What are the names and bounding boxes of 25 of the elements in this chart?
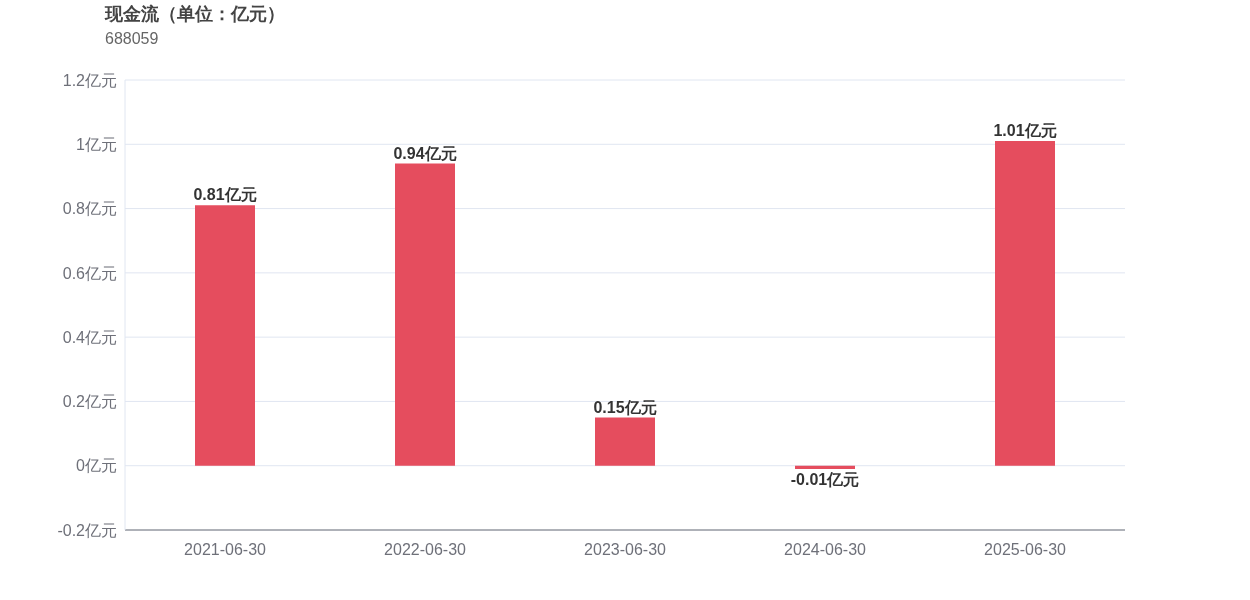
y-tick-label: 0.6亿元	[62, 264, 117, 282]
chart-title: 现金流（单位：亿元）	[105, 3, 285, 26]
x-tick-label: 2021-06-30	[184, 541, 267, 559]
y-tick-label: 0.8亿元	[62, 200, 117, 218]
y-tick-label: 0.4亿元	[62, 328, 117, 346]
y-tick-label: -0.2亿元	[57, 521, 117, 539]
x-tick-label: 2024-06-30	[784, 541, 867, 559]
data-label: 1.01亿元	[993, 122, 1057, 140]
y-tick-label: 1亿元	[76, 135, 117, 153]
data-label: 0.94亿元	[393, 144, 457, 162]
bar	[795, 465, 855, 469]
x-tick-label: 2023-06-30	[584, 541, 667, 559]
bar	[195, 205, 255, 466]
bar	[595, 417, 655, 466]
data-label: 0.15亿元	[593, 398, 657, 416]
bar	[395, 163, 455, 466]
y-tick-label: 0.2亿元	[62, 393, 117, 411]
y-tick-label: 1.2亿元	[62, 71, 117, 89]
y-tick-label: 0亿元	[76, 457, 117, 475]
data-label: -0.01亿元	[790, 471, 860, 489]
x-tick-label: 2025-06-30	[984, 541, 1067, 559]
x-tick-label: 2022-06-30	[384, 541, 467, 559]
chart-subtitle: 688059	[105, 30, 159, 48]
bar	[995, 141, 1055, 466]
data-label: 0.81亿元	[193, 186, 257, 204]
